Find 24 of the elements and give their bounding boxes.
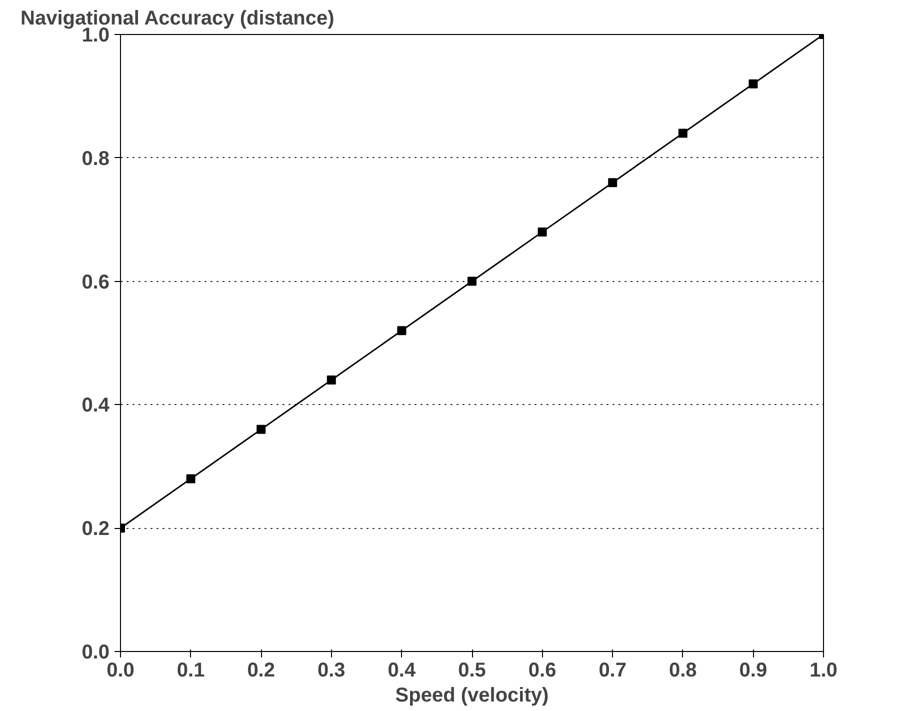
x-tick-label: 0.2 xyxy=(247,660,276,682)
x-tick-label: 0.9 xyxy=(739,660,768,682)
y-tick-label: 0.6 xyxy=(82,271,110,294)
y-tick-label: 0.2 xyxy=(82,518,110,540)
point xyxy=(397,326,406,336)
point xyxy=(186,474,196,484)
point xyxy=(678,128,688,138)
y-tick-label: 0.4 xyxy=(82,394,110,417)
x-axis-title: Speed (velocity) xyxy=(395,684,549,706)
x-tick-label: 0.3 xyxy=(318,660,346,682)
point xyxy=(468,276,476,286)
point xyxy=(608,178,618,188)
x-tick-label: 0.7 xyxy=(598,660,627,682)
x-tick-label: 0.4 xyxy=(388,660,416,682)
point xyxy=(748,79,758,88)
x-tick-label: 0.6 xyxy=(528,660,556,682)
y-tick-label: 0.8 xyxy=(82,148,110,170)
point xyxy=(326,376,336,385)
point xyxy=(538,227,547,236)
x-tick-label: 0.5 xyxy=(458,660,486,682)
x-tick-label: 0.8 xyxy=(669,660,697,682)
x-tick-label: 1.0 xyxy=(810,660,838,682)
point xyxy=(256,424,266,434)
x-tick-label: 0.1 xyxy=(176,660,205,682)
